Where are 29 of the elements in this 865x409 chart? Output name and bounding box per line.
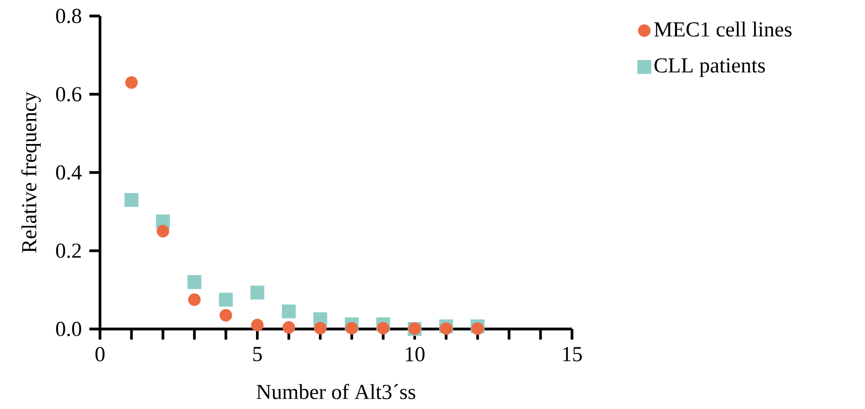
point [282,321,296,334]
point [188,293,201,306]
point [218,292,233,307]
y-tick-label: 0.0 [56,322,82,336]
x-axis-title: Number of Alt3´ss [256,384,416,400]
point [376,322,390,334]
point [220,309,232,322]
y-axis-title: Relative frequency [21,92,41,253]
y-tick-label: 0.4 [56,165,82,180]
x-tick-label: 15 [563,347,582,362]
point [471,322,484,335]
point [156,224,170,238]
point [251,318,264,332]
y-tick-label: 0.6 [56,87,82,102]
point [124,192,138,207]
x-tick-label: 10 [406,347,425,362]
point [125,76,138,89]
legend-label: MEC1 cell lines [654,22,792,37]
point [314,322,327,334]
x-tick-label: 5 [253,347,262,362]
y-tick-label: 0.8 [56,8,82,24]
point [187,275,202,289]
x-tick-label: 0 [95,347,105,362]
point [345,322,358,334]
point [282,304,296,318]
legend-label: CLL patients [654,58,765,77]
point [250,286,264,300]
y-tick-label: 0.2 [56,244,81,258]
point [440,322,452,335]
